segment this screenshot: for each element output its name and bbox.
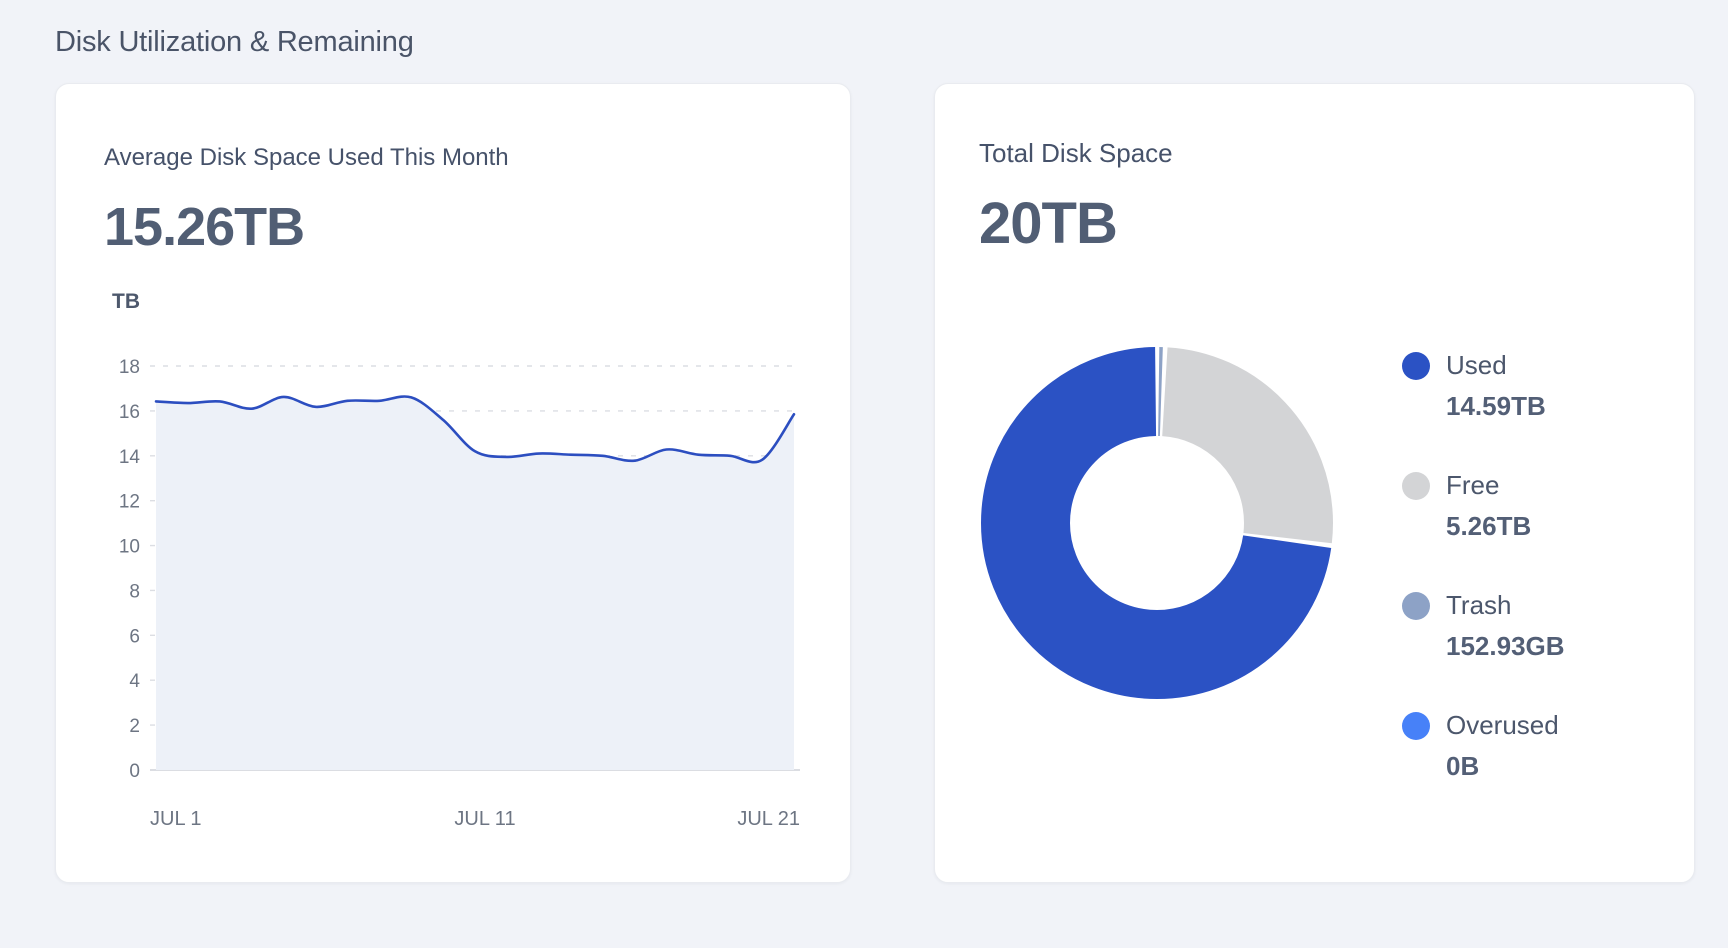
usage-area-fill (156, 396, 794, 770)
legend-label: Free (1446, 470, 1500, 500)
legend-head-overused: Overused (1402, 710, 1565, 741)
y-axis-unit-label: TB (112, 290, 140, 313)
trash-color-dot-icon (1402, 591, 1430, 620)
avg-disk-space-value: 15.26TB (104, 197, 305, 257)
y-tick-0: 0 (129, 761, 140, 782)
total-disk-space-card: Total Disk Space 20TB Used 14.59TB Free 5.2… (934, 83, 1695, 883)
legend-label: Used (1446, 350, 1507, 380)
used-color-dot-icon (1402, 351, 1430, 380)
legend-value: 0B (1446, 751, 1480, 781)
total-disk-space-value: 20TB (979, 191, 1118, 256)
legend-label: Trash (1446, 590, 1512, 620)
y-tick-16: 16 (119, 402, 140, 423)
line-chart-container: TB 0 2 4 6 8 10 12 14 16 18 JUL 1 JUL 11 JUL 21 (104, 274, 802, 844)
legend-head-free: Free (1402, 470, 1565, 501)
donut-legend: Used 14.59TB Free 5.26TB Trash 152.93GB Overus… (1402, 350, 1565, 782)
legend-head-used: Used (1402, 350, 1565, 381)
x-tick-jul-21: JUL 21 (737, 808, 800, 830)
donut-slice-used[interactable] (981, 347, 1333, 699)
legend-value: 14.59TB (1446, 391, 1546, 421)
cards-row: Average Disk Space Used This Month 15.26… (55, 83, 1697, 883)
legend-label: Overused (1446, 710, 1559, 740)
legend-head-trash: Trash (1402, 590, 1565, 621)
legend-item-used[interactable]: Used 14.59TB (1402, 350, 1565, 422)
disk-usage-line-chart[interactable]: TB 0 2 4 6 8 10 12 14 16 18 JUL 1 JUL 11 JUL 21 (104, 274, 804, 839)
legend-value: 5.26TB (1446, 511, 1532, 541)
disk-space-donut-chart[interactable] (979, 345, 1335, 701)
dashboard-page: Disk Utilization & Remaining Average Dis… (55, 26, 1697, 883)
page-title: Disk Utilization & Remaining (55, 26, 414, 58)
donut-slice-free[interactable] (981, 347, 1333, 699)
donut-chart-container (979, 345, 1335, 701)
x-tick-jul-11: JUL 11 (454, 808, 515, 830)
y-tick-18: 18 (119, 357, 140, 378)
y-tick-6: 6 (129, 626, 140, 647)
free-color-dot-icon (1402, 471, 1430, 500)
y-tick-12: 12 (119, 492, 140, 513)
legend-item-trash[interactable]: Trash 152.93GB (1402, 590, 1565, 662)
y-tick-2: 2 (129, 716, 140, 737)
y-tick-8: 8 (129, 581, 140, 602)
y-tick-4: 4 (129, 671, 140, 692)
y-tick-14: 14 (119, 447, 141, 468)
legend-item-free[interactable]: Free 5.26TB (1402, 470, 1565, 542)
avg-disk-space-card: Average Disk Space Used This Month 15.26… (55, 83, 851, 883)
total-disk-space-title: Total Disk Space (979, 138, 1173, 168)
legend-item-overused[interactable]: Overused 0B (1402, 710, 1565, 782)
x-tick-jul-1: JUL 1 (150, 808, 202, 830)
y-tick-10: 10 (119, 537, 140, 558)
avg-disk-space-title: Average Disk Space Used This Month (104, 144, 509, 171)
usage-line-series[interactable] (154, 395, 796, 464)
overused-color-dot-icon (1402, 711, 1430, 740)
legend-value: 152.93GB (1446, 631, 1565, 661)
